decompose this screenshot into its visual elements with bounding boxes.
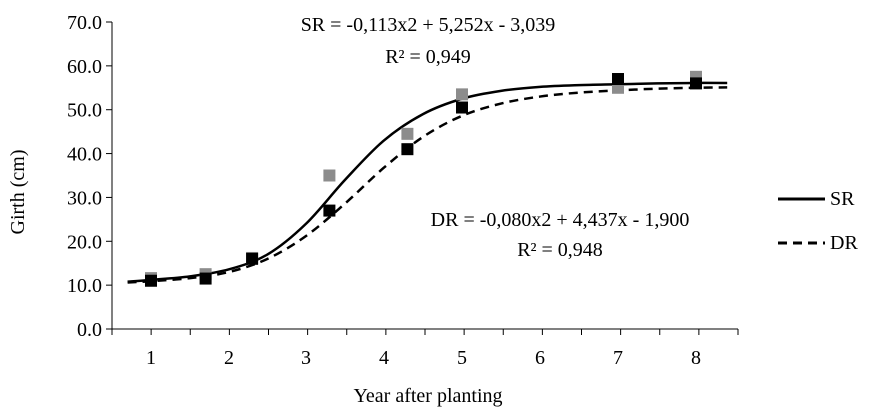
sr-r2: R² = 0,949 [385, 46, 471, 68]
legend-label-dr: DR [830, 232, 858, 254]
data-point-dr [323, 204, 336, 217]
y-tick-label: 60.0 [67, 56, 102, 78]
dr-r2: R² = 0,948 [517, 239, 603, 261]
data-point-sr [401, 127, 414, 140]
y-axis-title: Girth (cm) [7, 150, 29, 235]
fit-curve-sr [127, 81, 728, 283]
x-tick-label: 2 [224, 347, 234, 369]
x-tick-label: 7 [613, 347, 623, 369]
y-tick-label: 20.0 [67, 231, 102, 253]
fit-curve-dr [127, 86, 728, 284]
y-tick-label: 10.0 [67, 275, 102, 297]
data-point-dr [401, 143, 414, 156]
y-tick-label: 40.0 [67, 144, 102, 166]
x-axis-ticks: 1 2 3 4 5 6 7 8 [111, 329, 739, 369]
data-point-dr [612, 73, 624, 86]
legend-label-sr: SR [830, 188, 855, 210]
data-point-sr [456, 88, 468, 101]
x-tick-label: 4 [379, 347, 389, 369]
y-tick-label: 50.0 [67, 100, 102, 122]
y-tick-label: 0.0 [77, 319, 102, 341]
data-point-sr [323, 169, 336, 182]
fit-curves [127, 81, 728, 284]
legend: SR DR [778, 188, 858, 254]
data-point-dr [199, 272, 212, 285]
data-markers [145, 70, 702, 287]
x-tick-label: 8 [691, 347, 701, 369]
data-point-dr [145, 274, 157, 287]
y-axis-ticks: 0.0 10.0 20.0 30.0 40.0 50.0 60.0 70.0 [67, 12, 112, 341]
data-point-dr [246, 252, 259, 265]
data-point-dr [456, 101, 468, 114]
data-point-dr [690, 77, 702, 90]
x-tick-label: 1 [146, 347, 156, 369]
dr-equation: DR = -0,080x2 + 4,437x - 1,900 [431, 209, 690, 231]
x-axis-title: Year after planting [353, 385, 502, 407]
y-tick-label: 30.0 [67, 187, 102, 209]
x-tick-label: 6 [535, 347, 545, 369]
x-tick-label: 3 [301, 347, 311, 369]
sr-equation: SR = -0,113x2 + 5,252x - 3,039 [301, 14, 556, 36]
y-tick-label: 70.0 [67, 12, 102, 34]
x-tick-label: 5 [457, 347, 467, 369]
